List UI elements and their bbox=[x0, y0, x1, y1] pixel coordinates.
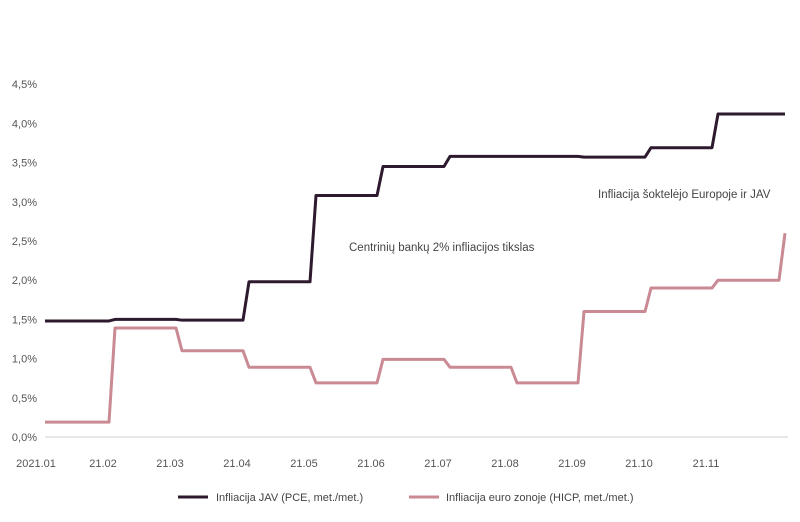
y-tick-label: 4,5% bbox=[12, 79, 37, 91]
x-tick-label: 21.07 bbox=[424, 458, 452, 470]
x-tick-label: 2021.01 bbox=[16, 458, 56, 470]
annotation-jump: Infliacija šoktelėjo Europoje ir JAV bbox=[598, 189, 771, 201]
y-tick-label: 3,5% bbox=[12, 158, 37, 170]
y-tick-label: 2,0% bbox=[12, 275, 37, 287]
x-axis-ticks: 2021.01 21.02 21.03 21.04 21.05 21.06 21.07 21.… bbox=[16, 458, 719, 470]
legend-label-us: Infliacija JAV (PCE, met./met.) bbox=[216, 492, 363, 504]
series-line-euro-hicp bbox=[45, 232, 787, 424]
y-tick-label: 0,5% bbox=[12, 393, 37, 405]
x-tick-label: 21.05 bbox=[290, 458, 318, 470]
y-tick-label: 1,5% bbox=[12, 314, 37, 326]
y-axis-ticks: 0,0% 0,5% 1,0% 1,5% 2,0% 2,5% 3,0% 3,5% 4,0% 4,5% bbox=[12, 79, 37, 444]
x-tick-label: 21.08 bbox=[491, 458, 519, 470]
y-tick-label: 2,5% bbox=[12, 236, 37, 248]
series-line-us-pce bbox=[45, 112, 785, 323]
x-tick-label: 21.06 bbox=[357, 458, 385, 470]
x-tick-label: 21.09 bbox=[558, 458, 586, 470]
y-tick-label: 4,0% bbox=[12, 118, 37, 130]
series-lines bbox=[45, 112, 787, 424]
legend: Infliacija JAV (PCE, met./met.) Infliaci… bbox=[178, 492, 633, 504]
x-tick-label: 21.03 bbox=[156, 458, 184, 470]
x-tick-label: 21.10 bbox=[625, 458, 653, 470]
x-tick-label: 21.02 bbox=[89, 458, 117, 470]
y-tick-label: 3,0% bbox=[12, 197, 37, 209]
legend-label-eu: Infliacija euro zonoje (HICP, met./met.) bbox=[446, 492, 633, 504]
y-tick-label: 0,0% bbox=[12, 432, 37, 444]
x-tick-label: 21.04 bbox=[223, 458, 251, 470]
y-tick-label: 1,0% bbox=[12, 354, 37, 366]
x-tick-label: 21.11 bbox=[693, 458, 720, 470]
annotation-target: Centrinių bankų 2% infliacijos tikslas bbox=[349, 242, 535, 254]
